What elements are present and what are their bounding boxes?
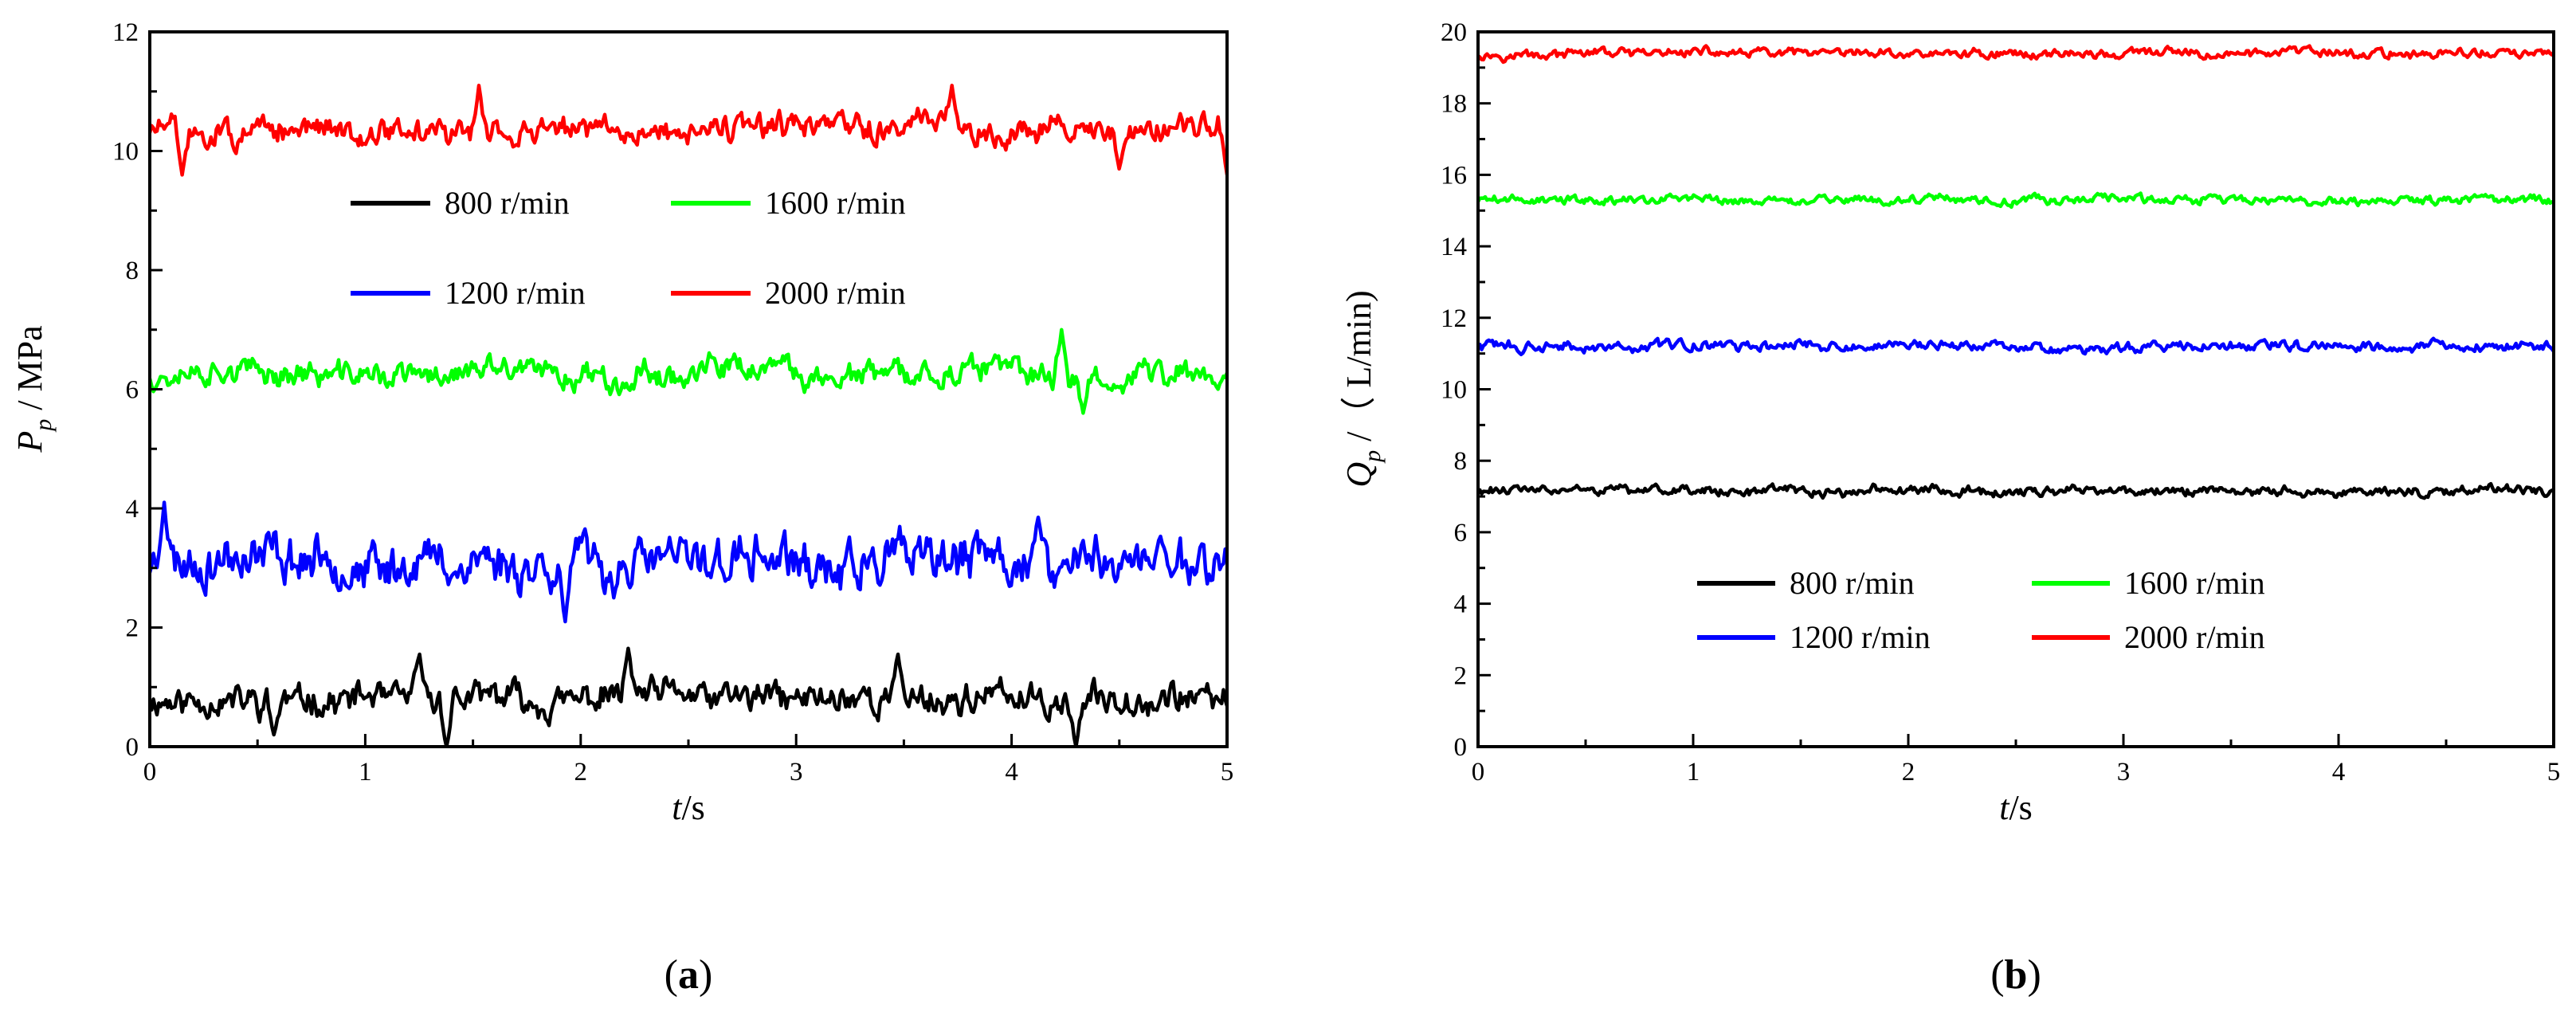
series-line-2000-r-min [1478, 44, 2554, 65]
x-tick-label: 2 [1902, 758, 1915, 787]
x-tick-label: 3 [2117, 758, 2131, 787]
legend-label: 1200 r/min [445, 275, 586, 311]
y-tick-label: 12 [1441, 304, 1467, 333]
x-tick-label: 4 [1005, 758, 1018, 787]
panel-label: (a) [665, 952, 713, 998]
legend-label: 1600 r/min [2124, 565, 2265, 601]
y-axis-label: Pp / MPa [10, 325, 57, 453]
series-line-1600-r-min [1478, 191, 2554, 210]
panel-label: (b) [1990, 952, 2041, 998]
y-axis-label: Qp /（ L/min) [1339, 290, 1386, 487]
y-tick-label: 0 [126, 733, 139, 762]
y-tick-label: 10 [1441, 376, 1467, 405]
y-tick-label: 6 [126, 376, 139, 405]
series-line-800-r-min [1478, 481, 2554, 500]
legend-label: 800 r/min [1790, 565, 1915, 601]
y-tick-label: 2 [126, 614, 139, 643]
x-tick-label: 0 [143, 758, 157, 787]
x-axis-label: t/s [1999, 788, 2033, 827]
x-tick-label: 0 [1472, 758, 1485, 787]
series-group [150, 84, 1227, 747]
series-group [1478, 44, 2554, 500]
x-tick-label: 1 [359, 758, 372, 787]
y-tick-label: 4 [1454, 590, 1468, 619]
legend-label: 1600 r/min [765, 185, 906, 221]
y-tick-label: 4 [126, 495, 139, 524]
y-tick-label: 16 [1441, 161, 1467, 190]
legend-label: 800 r/min [445, 185, 570, 221]
series-line-1600-r-min [150, 328, 1227, 415]
x-tick-label: 1 [1687, 758, 1700, 787]
y-tick-label: 14 [1441, 233, 1467, 261]
legend: 800 r/min 1600 r/min 1200 r/min 2000 r/min [351, 185, 906, 311]
y-tick-label: 8 [1454, 447, 1468, 476]
series-line-2000-r-min [150, 84, 1227, 177]
y-tick-label: 18 [1441, 90, 1467, 119]
series-line-800-r-min [150, 646, 1227, 747]
x-tick-label: 5 [1221, 758, 1234, 787]
legend-label: 1200 r/min [1790, 619, 1931, 655]
plot-frame [1476, 30, 2555, 748]
y-tick-label: 12 [112, 18, 139, 47]
legend-label: 2000 r/min [2124, 619, 2265, 655]
y-tick-label: 0 [1454, 733, 1468, 762]
x-tick-label: 2 [574, 758, 588, 787]
y-tick-label: 2 [1454, 661, 1468, 690]
series-line-1200-r-min [150, 500, 1227, 624]
x-tick-label: 5 [2547, 758, 2561, 787]
legend-label: 2000 r/min [765, 275, 906, 311]
x-tick-label: 4 [2332, 758, 2346, 787]
x-tick-label: 3 [790, 758, 803, 787]
y-tick-label: 6 [1454, 519, 1468, 547]
legend: 800 r/min 1600 r/min 1200 r/min 2000 r/min [1697, 565, 2265, 655]
y-tick-label: 20 [1441, 18, 1467, 47]
x-axis-label: t/s [672, 788, 705, 827]
y-tick-label: 8 [126, 257, 139, 285]
y-tick-label: 10 [112, 138, 139, 167]
series-line-1200-r-min [1478, 336, 2554, 357]
